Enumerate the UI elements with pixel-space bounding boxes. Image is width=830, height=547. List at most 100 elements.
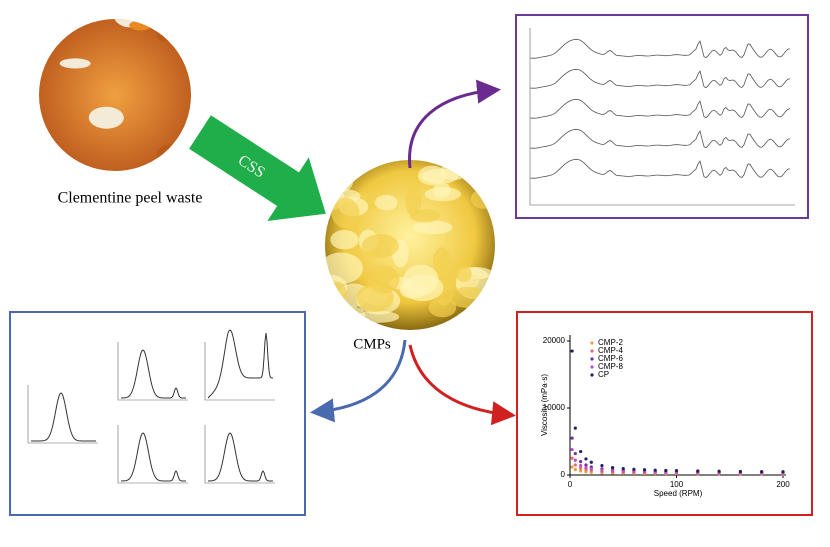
point xyxy=(570,349,574,353)
legend-marker xyxy=(590,341,594,345)
ftir-panel xyxy=(515,14,809,219)
point xyxy=(621,467,625,471)
sec-curve xyxy=(208,432,273,482)
spectrum xyxy=(529,38,791,59)
spectrum xyxy=(529,128,791,149)
peel-piece xyxy=(59,58,91,69)
cmp-caption: CMPs xyxy=(353,336,391,352)
legend-label: CMP-8 xyxy=(598,362,623,371)
sec-axes xyxy=(117,425,188,484)
point xyxy=(579,460,583,464)
point xyxy=(717,469,721,473)
point xyxy=(589,460,593,464)
gel-piece xyxy=(433,247,451,276)
point xyxy=(579,464,583,468)
gel-piece xyxy=(331,197,360,228)
point xyxy=(611,469,615,473)
legend-label: CMP-2 xyxy=(598,338,623,347)
gel-piece xyxy=(361,234,399,258)
legend-marker xyxy=(590,373,594,377)
css-arrow: CSS xyxy=(189,115,326,222)
sec-panel xyxy=(9,311,306,516)
sec-plots xyxy=(27,329,275,484)
point xyxy=(589,467,593,471)
point xyxy=(642,468,647,472)
ftir-axes xyxy=(529,28,795,206)
point xyxy=(570,447,574,452)
point xyxy=(674,469,679,473)
gel-piece xyxy=(330,229,359,250)
gel-piece xyxy=(470,189,495,209)
peel-piece xyxy=(88,106,124,129)
gel-piece xyxy=(325,252,363,285)
peel-piece xyxy=(600,0,615,6)
viscosity-panel xyxy=(516,311,813,516)
legend-label: CMP-4 xyxy=(598,346,623,355)
sec-axes xyxy=(204,425,275,484)
arrow-sec xyxy=(310,339,407,423)
point xyxy=(570,465,574,469)
x-tick-label: 100 xyxy=(670,480,684,489)
peel-piece xyxy=(206,63,243,87)
peel-piece xyxy=(777,224,805,250)
point xyxy=(579,466,583,470)
peel-piece xyxy=(206,47,230,64)
spectrum xyxy=(529,98,791,119)
sec-curve xyxy=(121,349,186,399)
legend-marker xyxy=(590,365,594,369)
sec-axes xyxy=(117,342,188,401)
point xyxy=(600,464,604,468)
legend-label: CMP-6 xyxy=(598,354,623,363)
arrow-ftir xyxy=(408,79,501,169)
peel-piece xyxy=(741,287,769,314)
sec-curve xyxy=(31,392,96,442)
point xyxy=(584,466,588,470)
peel-piece xyxy=(216,0,245,22)
legend-marker xyxy=(590,357,594,361)
point xyxy=(573,463,577,467)
point xyxy=(738,469,743,474)
peel-piece xyxy=(697,236,735,268)
point xyxy=(611,466,615,470)
ftir-spectra xyxy=(529,28,795,206)
point xyxy=(621,469,625,473)
gel-piece xyxy=(454,311,482,330)
point xyxy=(573,468,577,472)
gel-piece xyxy=(405,184,422,217)
y-tick-label: 10000 xyxy=(543,403,566,412)
gel-piece xyxy=(455,265,472,282)
viscosity-chart: Viscosity (mPa·s) Speed (RPM) 0100002000… xyxy=(540,335,790,498)
point xyxy=(573,451,577,456)
point xyxy=(632,470,636,474)
point xyxy=(584,463,588,467)
point xyxy=(664,468,668,473)
gel-piece xyxy=(374,194,398,211)
point xyxy=(573,458,577,462)
gel-piece xyxy=(334,306,366,324)
point xyxy=(696,469,700,473)
gel-piece xyxy=(325,280,347,307)
sec-axes xyxy=(204,342,275,401)
legend-marker xyxy=(590,349,594,353)
point xyxy=(760,470,764,474)
peel-photo xyxy=(39,19,191,171)
point xyxy=(632,467,636,471)
gel-piece xyxy=(399,280,426,299)
point xyxy=(781,470,785,474)
peel-piece xyxy=(189,6,212,20)
sec-curve xyxy=(121,432,186,482)
point xyxy=(570,436,574,440)
x-axis-label: Speed (RPM) xyxy=(654,489,703,498)
legend-label: CP xyxy=(598,370,609,379)
y-tick-label: 20000 xyxy=(543,336,566,345)
peel-piece xyxy=(216,0,250,6)
y-axis-label: Viscosity (mPa·s) xyxy=(540,374,549,436)
point xyxy=(573,426,577,430)
x-tick-label: 200 xyxy=(776,480,790,489)
gel-piece xyxy=(478,304,495,320)
point xyxy=(653,468,657,472)
gel-piece xyxy=(421,168,459,184)
gel-piece xyxy=(412,220,453,235)
point xyxy=(584,457,588,461)
